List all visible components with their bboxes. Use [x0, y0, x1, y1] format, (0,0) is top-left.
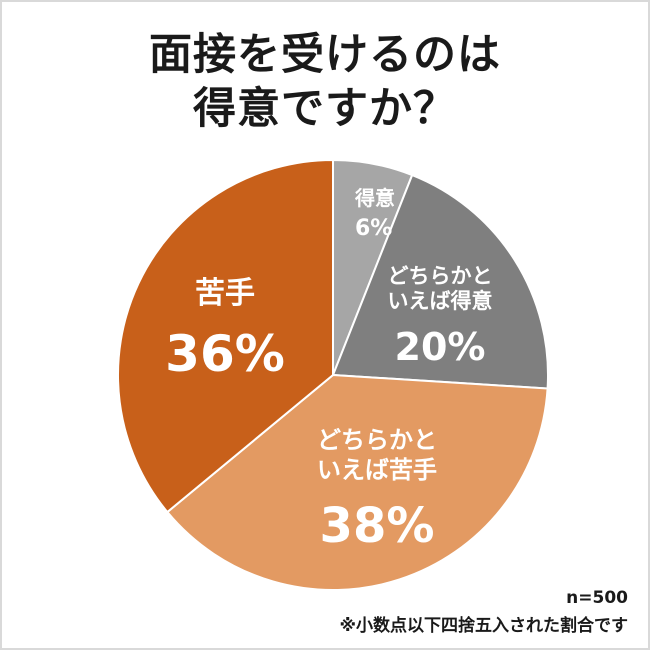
pie-slices — [117, 158, 549, 591]
chart-title-line-1: 面接を受けるのは — [149, 30, 501, 80]
slice-4-label-line-1: 苦手 — [195, 276, 255, 311]
slice-2-label-line-1: どちらかと — [388, 264, 493, 288]
slice-4-percent-label: 36% — [165, 325, 285, 383]
chart-title-line-2: 得意ですか？ — [193, 84, 457, 134]
pie-slice-2 — [331, 173, 549, 390]
slice-3-label-line-2: いえば苦手 — [317, 456, 437, 484]
slice-1-label-line-1: 得意 — [354, 186, 395, 210]
sample-size-note: n=500 — [566, 588, 628, 608]
slice-1-percent-label: 6% — [355, 216, 392, 241]
slice-2-percent-label: 20% — [395, 325, 486, 369]
pie-slice-3 — [165, 373, 549, 591]
slice-3-label-line-1: どちらかと — [317, 426, 437, 454]
rounding-note: ※小数点以下四捨五入された割合です — [339, 616, 628, 636]
slice-3-percent-label: 38% — [320, 498, 435, 554]
pie-slice-4 — [117, 158, 334, 514]
slice-2-label-line-2: いえば得意 — [388, 289, 493, 313]
chart-title: 面接を受けるのは 得意ですか？ — [0, 28, 650, 136]
